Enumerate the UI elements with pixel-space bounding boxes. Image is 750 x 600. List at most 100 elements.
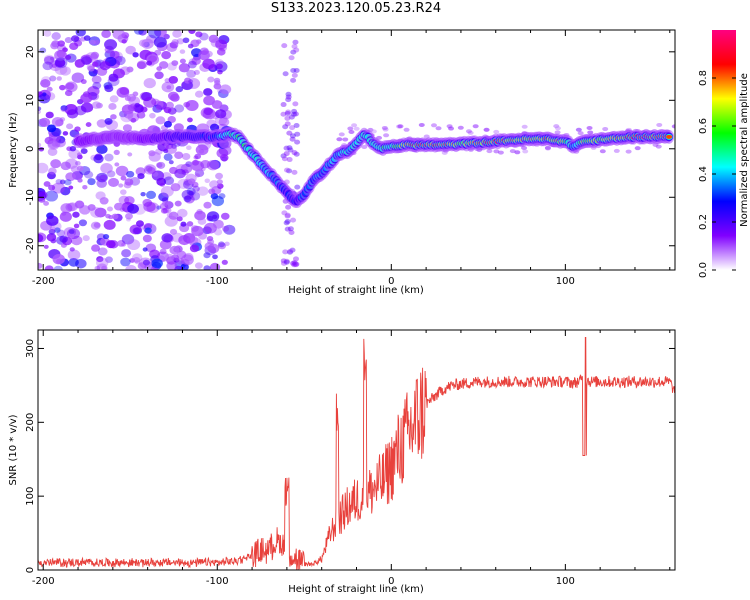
noise-blob	[206, 235, 214, 242]
snr-marks	[38, 336, 675, 570]
spectrogram-x-axis-label: Height of straight line (km)	[288, 285, 424, 296]
noise-blob	[62, 131, 69, 136]
noise-blob	[554, 126, 561, 131]
noise-blob	[120, 189, 127, 195]
noise-blob	[174, 265, 183, 270]
noise-blob	[143, 164, 157, 175]
noise-blob	[94, 207, 107, 218]
noise-blob	[148, 151, 161, 162]
noise-blob	[186, 69, 196, 78]
noise-blob	[188, 79, 194, 84]
spectrogram-y-tick-label: -20	[25, 238, 36, 254]
noise-blob	[544, 146, 551, 151]
noise-blob	[148, 30, 162, 39]
noise-blob	[165, 101, 174, 109]
noise-blob	[370, 129, 377, 134]
noise-blob	[195, 144, 209, 156]
noise-blob	[170, 183, 181, 192]
noise-blob	[137, 173, 145, 180]
noise-blob	[60, 105, 68, 111]
noise-blob	[54, 58, 66, 68]
noise-blob	[90, 221, 101, 230]
noise-blob	[132, 227, 141, 235]
spectrogram-y-axis-label: Frequency (Hz)	[8, 112, 19, 188]
noise-blob	[217, 241, 225, 248]
noise-blob	[99, 61, 111, 71]
noise-blob	[96, 256, 104, 263]
noise-blob	[286, 157, 293, 163]
noise-blob	[169, 245, 180, 255]
noise-blob	[282, 71, 289, 77]
noise-blob	[179, 58, 186, 64]
noise-blob	[284, 226, 291, 232]
noise-blob	[291, 169, 298, 175]
noise-blob	[47, 147, 58, 156]
noise-blob	[67, 249, 81, 261]
noise-blob	[139, 91, 151, 101]
noise-blob	[171, 144, 177, 149]
noise-blob	[292, 256, 299, 262]
noise-blob	[81, 56, 92, 65]
noise-blob	[194, 90, 204, 98]
noise-blob	[45, 111, 54, 119]
noise-blob	[197, 217, 207, 225]
noise-blob	[38, 93, 51, 104]
noise-blob	[156, 205, 162, 210]
noise-blob	[194, 153, 202, 160]
noise-blob	[93, 154, 104, 164]
noise-blob	[221, 212, 230, 220]
noise-blob	[96, 119, 107, 128]
noise-blob	[200, 167, 206, 172]
noise-blob	[166, 62, 177, 71]
noise-blob	[148, 55, 157, 63]
noise-blob	[136, 61, 147, 70]
noise-blob	[96, 172, 108, 183]
noise-blob	[38, 106, 42, 111]
noise-blob	[38, 262, 43, 269]
noise-blob	[91, 75, 102, 84]
spectrogram-y-tick-label: -10	[25, 189, 36, 205]
noise-blob	[80, 148, 88, 155]
noise-blob	[285, 94, 292, 100]
ridge-peak	[666, 134, 673, 139]
snr-y-tick-label: 100	[25, 487, 36, 506]
noise-blob	[66, 123, 74, 130]
noise-blob	[430, 123, 437, 128]
noise-blob	[284, 167, 291, 173]
noise-blob	[204, 242, 215, 251]
noise-blob	[216, 183, 224, 189]
noise-blob	[65, 82, 75, 90]
noise-blob	[104, 84, 114, 93]
noise-blob	[72, 211, 80, 218]
noise-blob	[192, 159, 200, 166]
snr-series-line	[38, 336, 675, 570]
noise-blob	[281, 43, 288, 49]
noise-blob	[285, 97, 292, 103]
noise-blob	[188, 30, 196, 34]
noise-blob	[381, 125, 388, 130]
noise-blob	[110, 114, 117, 120]
noise-blob	[193, 69, 200, 75]
noise-blob	[171, 38, 179, 45]
noise-blob	[287, 226, 294, 232]
noise-blob	[522, 149, 529, 154]
noise-blob	[44, 190, 59, 202]
noise-blob	[177, 178, 190, 190]
noise-blob	[403, 127, 410, 132]
noise-blob	[160, 186, 174, 197]
noise-blob	[38, 162, 49, 174]
spectrogram-x-tick-label: -100	[206, 276, 229, 287]
colorbar-scale	[712, 30, 736, 270]
noise-blob	[153, 36, 167, 48]
noise-blob	[109, 95, 119, 103]
noise-blob	[287, 248, 294, 254]
spectrogram-y-tick-label: 0	[25, 146, 36, 152]
noise-blob	[87, 204, 96, 211]
noise-blob	[87, 178, 96, 186]
noise-blob	[288, 230, 295, 236]
noise-blob	[75, 30, 86, 37]
noise-blob	[143, 96, 157, 108]
noise-blob	[575, 127, 582, 132]
noise-blob	[135, 167, 146, 176]
noise-blob	[41, 76, 52, 85]
